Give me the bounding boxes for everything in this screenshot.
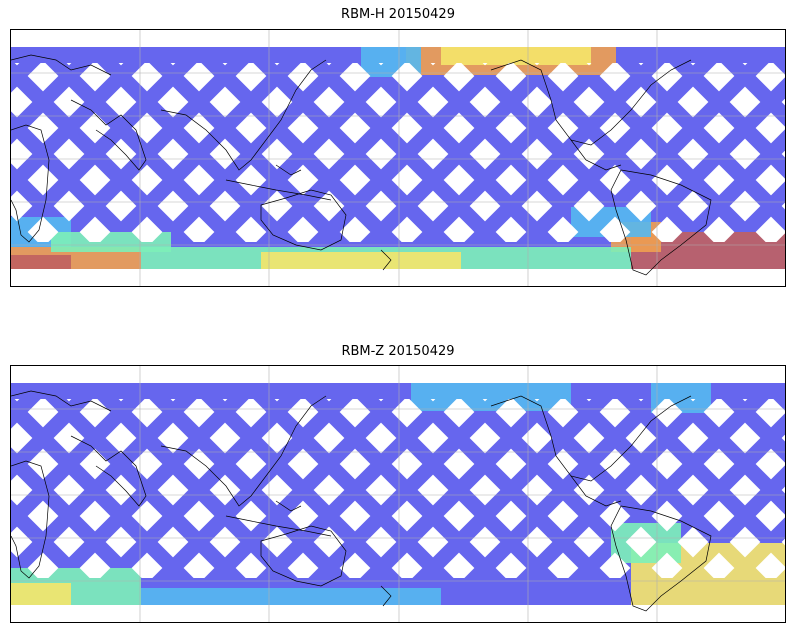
coastline xyxy=(70,99,147,171)
swath-data-layer xyxy=(11,47,785,269)
swath-region xyxy=(11,255,71,269)
swath-region xyxy=(611,523,681,563)
coastline xyxy=(570,139,622,171)
swath-region xyxy=(411,383,571,411)
coastline xyxy=(260,189,347,251)
coastline xyxy=(260,525,347,587)
coastline xyxy=(610,505,712,612)
panel-title-bottom: RBM-Z 20150429 xyxy=(341,344,455,359)
coastline xyxy=(275,164,302,176)
coastlines xyxy=(11,54,712,276)
swath-region xyxy=(651,383,711,413)
panel-title-top: RBM-H 20150429 xyxy=(341,7,455,22)
coastline xyxy=(70,435,147,507)
coastline xyxy=(275,500,302,512)
coastline xyxy=(380,585,392,607)
coastline xyxy=(11,390,112,412)
coastline xyxy=(225,179,332,201)
swath-region xyxy=(571,207,651,237)
coastline xyxy=(11,124,50,243)
coastlines xyxy=(11,390,712,612)
swath-region xyxy=(441,47,591,65)
coastline xyxy=(11,460,50,579)
graticule xyxy=(11,366,785,622)
coastline xyxy=(11,54,112,76)
coastline xyxy=(380,249,392,271)
graticule xyxy=(11,30,785,286)
swath-region xyxy=(11,583,71,605)
swath-region xyxy=(51,232,171,252)
swath-region xyxy=(261,252,461,269)
map-canvas xyxy=(11,30,785,286)
coastline xyxy=(610,169,712,276)
swath-region xyxy=(361,47,421,77)
coastline xyxy=(160,395,327,507)
swath-region xyxy=(141,588,441,605)
coastline xyxy=(490,395,692,482)
coastline xyxy=(160,59,327,171)
swath-data-layer xyxy=(11,383,785,605)
coastline xyxy=(490,59,692,146)
coastline xyxy=(225,515,332,537)
coastline xyxy=(570,475,622,507)
map-canvas xyxy=(11,366,785,622)
map-panel-top xyxy=(10,29,786,287)
map-panel-bottom xyxy=(10,365,786,623)
